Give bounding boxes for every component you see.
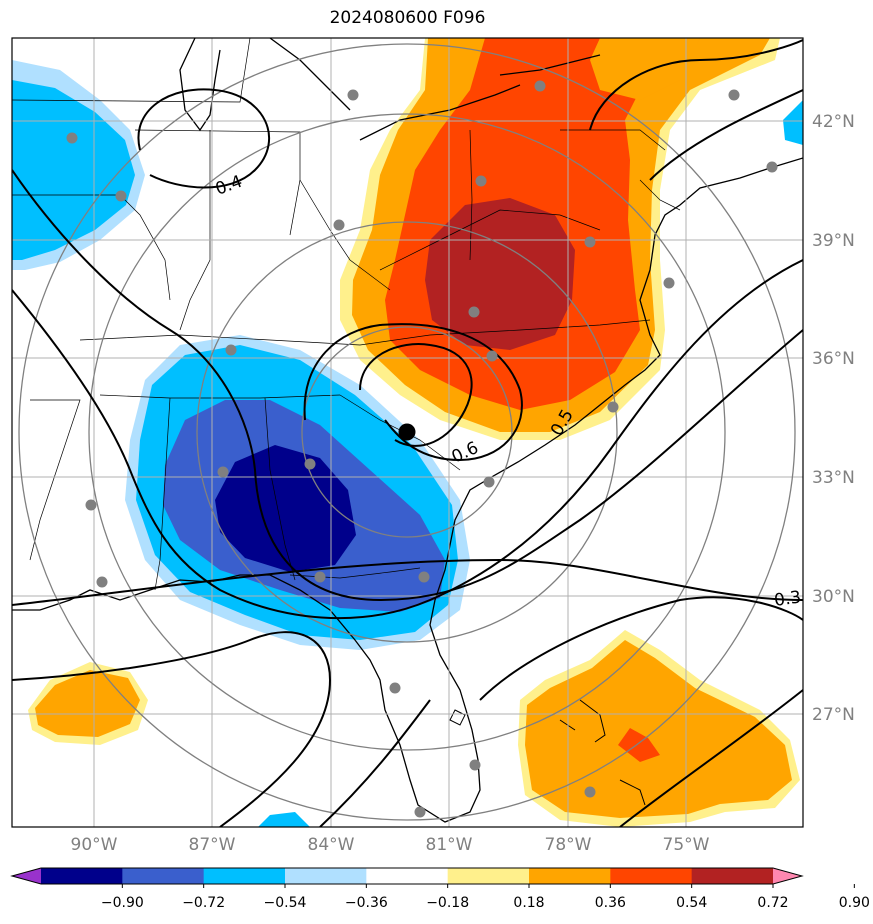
colorbar-tick-label: −0.72 [182,895,225,911]
contour-06-inner [359,343,473,447]
negative-anomaly-field [12,60,803,827]
colorbar-outline [10,867,804,885]
lat-label-39: 39°N [812,231,855,251]
lon-label-78: 78°W [545,835,592,855]
lat-label-36: 36°N [812,349,855,369]
fill-bottom-blue [258,812,310,827]
contour-ne2 [649,89,803,181]
contour-label-03: 0.3 [773,587,803,611]
colorbar-cell [529,868,611,884]
contour-04-large [12,169,803,602]
colorbar-tick-label: 0.36 [595,895,626,911]
positive-anomaly-field [28,38,800,827]
colorbar-tick-label: −0.54 [264,895,307,911]
contour-label-06: 0.6 [449,438,482,468]
map-title: 2024080600 F096 [329,8,486,28]
longitude-labels: 90°W 87°W 84°W 81°W 78°W 75°W [71,835,710,855]
contour-ne [589,39,803,131]
latitude-labels: 42°N 39°N 36°N 33°N 30°N 27°N [812,112,855,725]
lat-label-30: 30°N [812,587,855,607]
fill-mw-036 [12,80,135,260]
lon-label-90: 90°W [71,835,118,855]
station-markers [66,80,778,818]
colorbar-extend-low [12,868,41,884]
contour-04-north [137,88,271,189]
colorbar-tick-label: −0.36 [345,895,388,911]
lake-erie [359,84,521,141]
contour-06-ring [303,323,523,462]
lake-huron [269,38,351,111]
map-frame [11,37,804,828]
lat-label-42: 42°N [812,112,855,132]
colorbar-cell [366,868,449,884]
fill-ne-orange [590,38,700,100]
lake-ontario [499,54,601,76]
colorbar-extend-high [773,868,802,884]
colorbar-cell [610,868,693,884]
colorbar-cell [203,868,286,884]
contour-se [479,596,803,701]
colorbar-cell [41,868,123,884]
lon-label-87: 87°W [189,835,236,855]
contour-sw [319,699,431,827]
colorbar-tick-label: 0.54 [676,895,707,911]
colorbar: −0.90 −0.72 −0.54 −0.36 −0.18 0.18 0.36 0.54 0.7… [10,867,870,911]
colorbar-tick-label: 0.72 [757,895,788,911]
colorbar-cell [285,868,367,884]
contour-05 [12,259,803,620]
fill-atlantic-red [618,728,660,762]
lake-michigan [179,38,221,132]
colorbar-cell [447,868,530,884]
lon-label-84: 84°W [308,835,355,855]
fill-072-darkred [425,198,575,350]
lat-label-27: 27°N [812,705,855,725]
center-point-marker [398,423,416,441]
colorbar-tick-label: −0.90 [101,895,144,911]
correlation-contours [12,39,803,827]
colorbar-cell [691,868,774,884]
lon-label-75: 75°W [663,835,710,855]
colorbar-tick-label: −0.18 [426,895,469,911]
contour-03b [12,631,332,827]
colorbar-cell [122,868,205,884]
lat-label-33: 33°N [812,468,855,488]
range-rings [18,43,796,821]
contour-se2 [619,689,803,827]
lon-label-81: 81°W [426,835,473,855]
atlantic-coastline [12,157,803,823]
graticule [12,38,803,827]
colorbar-tick-label: 0.18 [513,895,544,911]
colorbar-tick-label: 0.90 [839,895,870,911]
fill-ne-blue [783,100,803,145]
contour-03 [12,558,803,606]
